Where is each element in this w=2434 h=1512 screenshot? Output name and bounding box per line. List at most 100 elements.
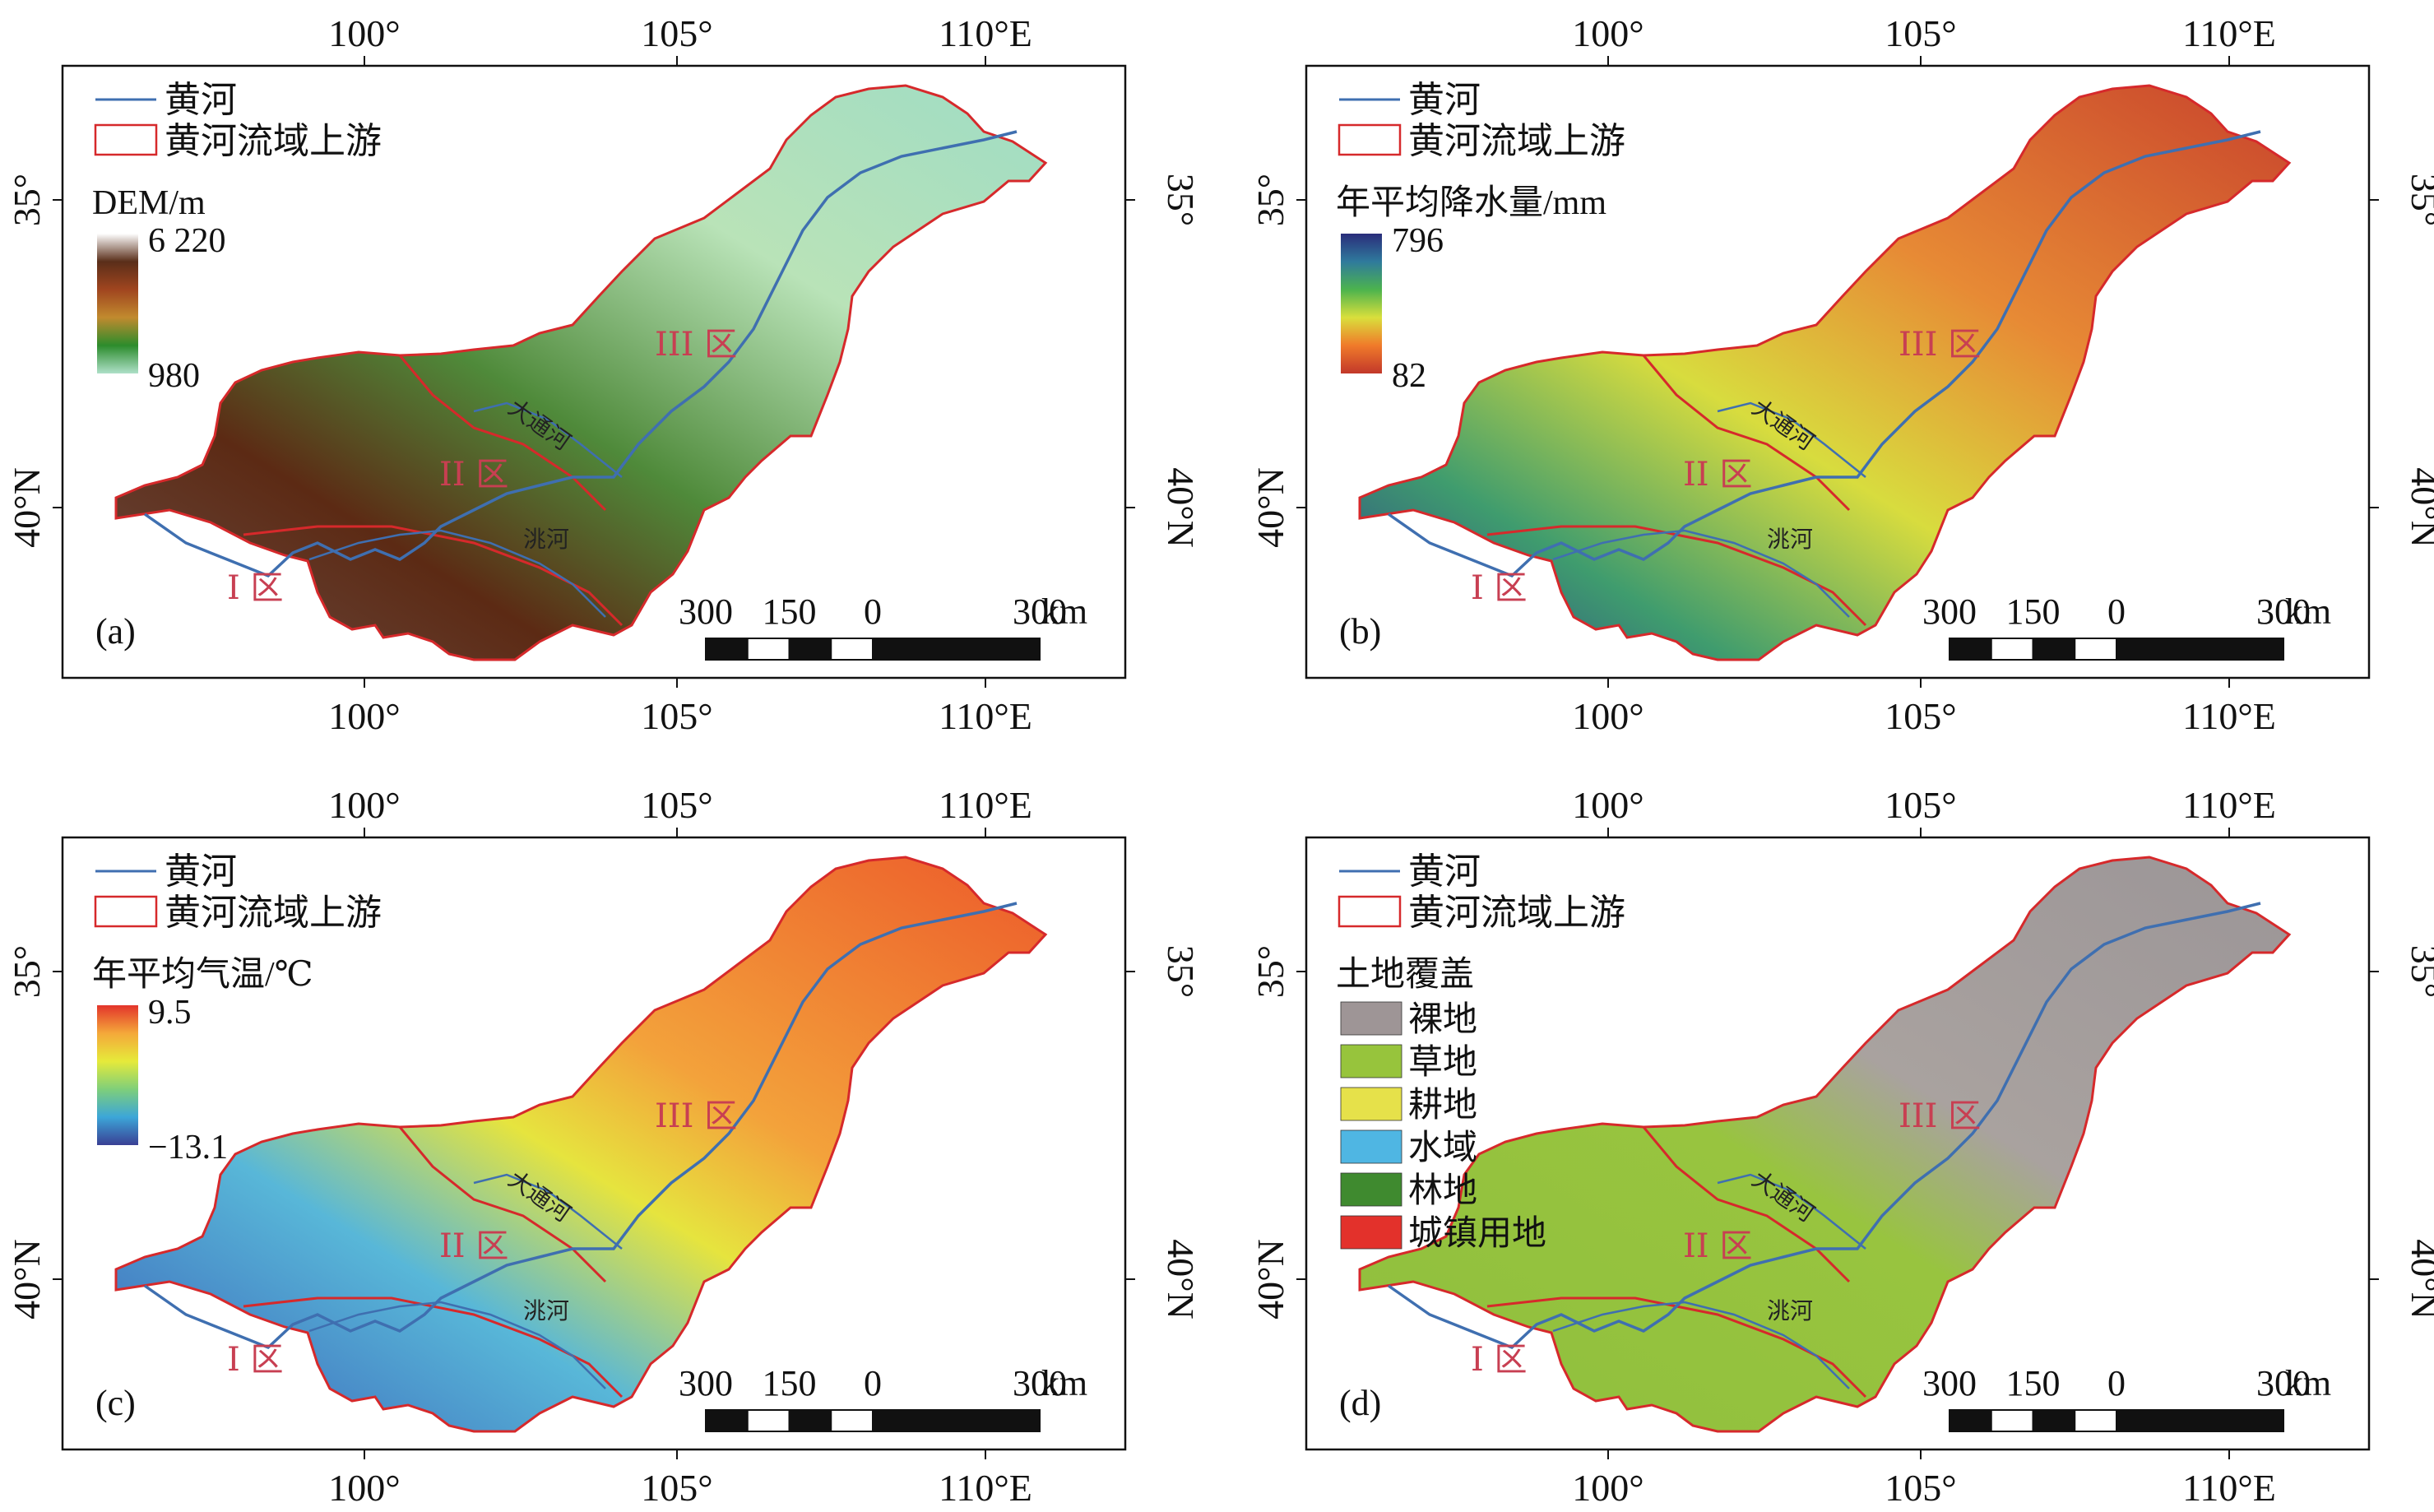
region-boundary-line — [243, 1296, 624, 1398]
scale-bar-label: 0 — [864, 1363, 882, 1403]
region-label: III 区 — [655, 1097, 737, 1135]
scale-bar-segment — [2032, 638, 2076, 661]
x-tick-label-top: 110°E — [2182, 12, 2276, 54]
datong-river-line — [473, 401, 623, 478]
region-label: II 区 — [1683, 456, 1752, 494]
region-boundary-line — [398, 1126, 607, 1283]
x-tick-label-bottom: 110°E — [2182, 1467, 2276, 1509]
scale-bar-segment — [705, 638, 749, 661]
region-boundary-line — [1486, 525, 1867, 627]
colorbar-title: 年平均气温/℃ — [92, 955, 313, 994]
x-tick-label-bottom: 105° — [1885, 695, 1956, 737]
y-tick-label-left: 40°N — [6, 467, 48, 548]
yellow-river-line — [1387, 130, 2261, 578]
scale-bar-unit: km — [1041, 1363, 1087, 1403]
scale-bar-label: 300 — [1922, 1363, 1977, 1403]
x-tick-label-bottom: 100° — [328, 695, 400, 737]
landcover-label: 城镇用地 — [1408, 1215, 1546, 1253]
landcover-swatch — [1340, 1001, 1402, 1036]
scale-bar-segment — [830, 1409, 874, 1432]
scale-bar-label: 300 — [679, 1363, 733, 1403]
panel-label: (d) — [1339, 1383, 1381, 1423]
scale-bar-unit: km — [2285, 591, 2331, 632]
y-tick-label-left: 40°N — [1249, 1239, 1291, 1320]
y-tick-label-left: 35° — [6, 174, 48, 226]
landcover-label: 草地 — [1408, 1044, 1477, 1082]
region-label: III 区 — [655, 326, 737, 364]
x-tick-label-top: 100° — [1572, 12, 1644, 54]
y-tick-label-left: 40°N — [1249, 467, 1291, 548]
legend-river-label: 黄河 — [165, 851, 237, 892]
scale-bar-segment — [1990, 638, 2034, 661]
scale-bar-label: 300 — [1922, 591, 1977, 632]
tao-river-line — [308, 1301, 606, 1389]
legend-basin-label: 黄河流域上游 — [165, 121, 382, 161]
region-label: II 区 — [1683, 1227, 1752, 1265]
colorbar-title: 年平均降水量/mm — [1336, 183, 1606, 222]
scale-bar-label: 0 — [864, 591, 882, 632]
x-tick-label-bottom: 110°E — [939, 695, 1032, 737]
y-tick-label-left: 35° — [1249, 174, 1291, 226]
region-label: I 区 — [227, 569, 284, 607]
x-tick-label-bottom: 110°E — [939, 1467, 1032, 1509]
scale-bar-unit: km — [1041, 591, 1087, 632]
region-label: I 区 — [1471, 1341, 1528, 1379]
map-panel-c: 100° 100° 105° 105° 110°E 110°E 40°N 40°N 35° 35°… — [6, 784, 1202, 1509]
tao-river-line — [1552, 529, 1850, 618]
map-panel-b: 100° 100° 105° 105° 110°E 110°E 40°N 40°N 35° 35°… — [1249, 12, 2434, 737]
y-tick-label-right: 40°N — [2404, 1239, 2434, 1320]
scale-bar-segment — [872, 638, 1041, 661]
region-boundary-line — [398, 355, 607, 512]
river-label-tao: 洮河 — [523, 1297, 569, 1324]
landcover-swatch — [1340, 1087, 1402, 1121]
scale-bar-segment — [1949, 1409, 1992, 1432]
landcover-swatch — [1340, 1129, 1402, 1164]
scale-bar-label: 0 — [2107, 591, 2126, 632]
region-boundary-line — [1486, 1296, 1867, 1398]
x-tick-label-top: 105° — [1885, 784, 1956, 826]
river-label-tao: 洮河 — [523, 526, 569, 553]
colorbar-min-label: −13.1 — [148, 1129, 228, 1166]
region-label: II 区 — [439, 1227, 508, 1265]
y-tick-label-right: 35° — [2404, 174, 2434, 226]
datong-river-line — [1717, 1173, 1866, 1250]
basin-area — [114, 84, 1048, 661]
y-tick-label-left: 40°N — [6, 1239, 48, 1320]
region-label: I 区 — [227, 1341, 284, 1379]
x-tick-label-bottom: 110°E — [2182, 695, 2276, 737]
colorbar-max-label: 6 220 — [148, 222, 226, 260]
y-tick-label-right: 35° — [1160, 174, 1202, 226]
scale-bar-segment — [746, 1409, 790, 1432]
legend-river-label: 黄河 — [1408, 851, 1481, 892]
region-boundary-line — [1642, 1126, 1851, 1283]
colorbar-max-label: 9.5 — [148, 994, 192, 1032]
y-tick-label-right: 40°N — [1160, 467, 1202, 548]
basin-area — [1358, 856, 2292, 1433]
colorbar-min-label: 980 — [148, 357, 200, 395]
x-tick-label-top: 105° — [641, 784, 712, 826]
colorbar-min-label: 82 — [1392, 357, 1426, 395]
scale-bar-label: 300 — [679, 591, 733, 632]
scale-bar-segment — [2116, 638, 2284, 661]
panel-label: (c) — [95, 1383, 136, 1423]
river-label-tao: 洮河 — [1767, 1297, 1813, 1324]
region-label: I 区 — [1471, 569, 1528, 607]
colorbar-ramp — [97, 1005, 138, 1145]
colorbar-max-label: 796 — [1392, 222, 1444, 260]
y-tick-label-right: 35° — [2404, 945, 2434, 998]
region-boundary-line — [243, 525, 624, 627]
x-tick-label-top: 105° — [641, 12, 712, 54]
panels-layer: 100° 100° 105° 105° 110°E 110°E 40°N 40°N 35° 35°… — [6, 12, 2434, 1509]
y-tick-label-left: 35° — [6, 945, 48, 998]
scale-bar-label: 150 — [2006, 1363, 2061, 1403]
x-tick-label-bottom: 105° — [1885, 1467, 1956, 1509]
y-tick-label-right: 35° — [1160, 945, 1202, 998]
scale-bar-segment — [746, 638, 790, 661]
scale-bar-segment — [788, 638, 832, 661]
landcover-swatch — [1340, 1172, 1402, 1207]
y-tick-label-right: 40°N — [2404, 467, 2434, 548]
scale-bar-label: 300 — [2256, 591, 2311, 632]
yellow-river-line — [1387, 902, 2261, 1350]
panel-label: (b) — [1339, 611, 1381, 652]
x-tick-label-top: 100° — [1572, 784, 1644, 826]
